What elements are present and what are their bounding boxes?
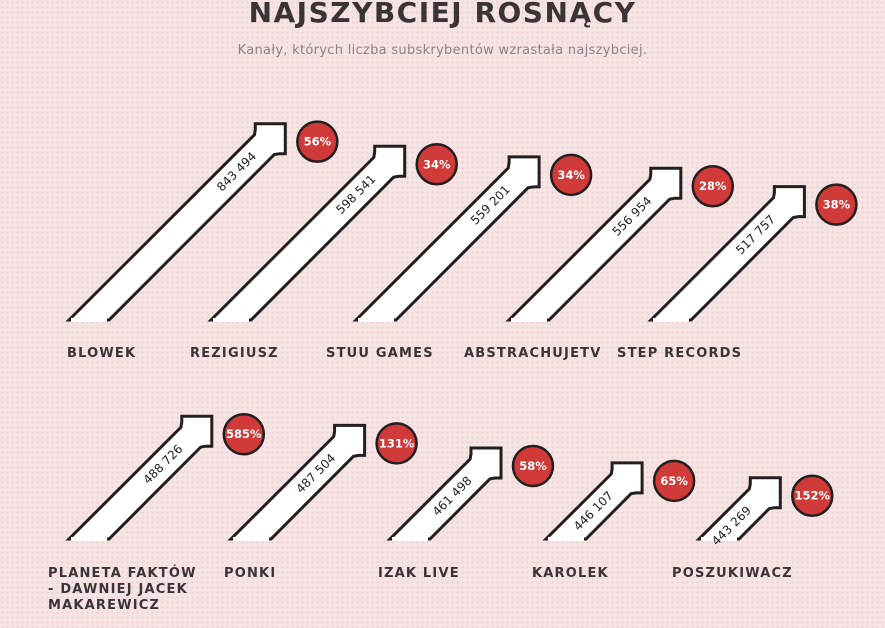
channel-label: BLOWEK — [67, 346, 137, 361]
channel-label: POSZUKIWACZ — [672, 566, 793, 581]
channel-label: IZAK LIVE — [378, 566, 460, 581]
growth-label: 152% — [795, 489, 831, 503]
channel-label: REZIGIUSZ — [190, 346, 279, 361]
arrow-shape — [386, 446, 503, 541]
channel-label: ABSTRACHUJETV — [464, 346, 602, 361]
growth-label: 38% — [823, 198, 851, 212]
growth-badge — [415, 143, 458, 186]
growth-badge — [222, 412, 266, 456]
growth-badge — [652, 459, 696, 503]
growth-label: 131% — [379, 436, 415, 450]
growth-label: 34% — [423, 157, 451, 171]
arrow-shape — [65, 414, 214, 541]
growth-badge — [691, 164, 735, 208]
growth-badge — [296, 120, 339, 163]
growth-badge — [375, 422, 418, 465]
growth-label: 56% — [304, 135, 332, 149]
arrow-shape — [207, 144, 407, 322]
growth-badge — [791, 474, 834, 517]
arrow-shape — [227, 423, 367, 541]
growth-badge — [815, 183, 858, 226]
arrow-shape — [505, 166, 683, 322]
arrow-shape — [542, 461, 644, 541]
arrow-shape — [352, 155, 541, 322]
channel-label: KAROLEK — [532, 566, 609, 581]
channel-label: STUU GAMES — [326, 346, 434, 361]
channel-label: PONKI — [224, 566, 277, 581]
arrow-shape — [65, 122, 287, 322]
growth-label: 65% — [660, 474, 688, 488]
growth-label: 585% — [226, 427, 262, 441]
growth-label: 58% — [519, 459, 547, 473]
channel-label: STEP RECORDS — [617, 346, 743, 361]
chart-subtitle: Kanały, których liczba subskrybentów wzr… — [237, 43, 648, 58]
arrow-shape — [647, 185, 806, 322]
arrow-shape — [695, 476, 782, 541]
growth-label: 34% — [557, 168, 585, 182]
channel-label: PLANETA FAKTÓW - DAWNIEJ JACEK MAKAREWIC… — [48, 566, 197, 613]
growth-label: 28% — [699, 179, 727, 193]
growth-badge — [511, 444, 555, 488]
chart-title: NAJSZYBCIEJ ROSNĄCY — [248, 0, 637, 29]
growth-badge — [549, 153, 593, 197]
